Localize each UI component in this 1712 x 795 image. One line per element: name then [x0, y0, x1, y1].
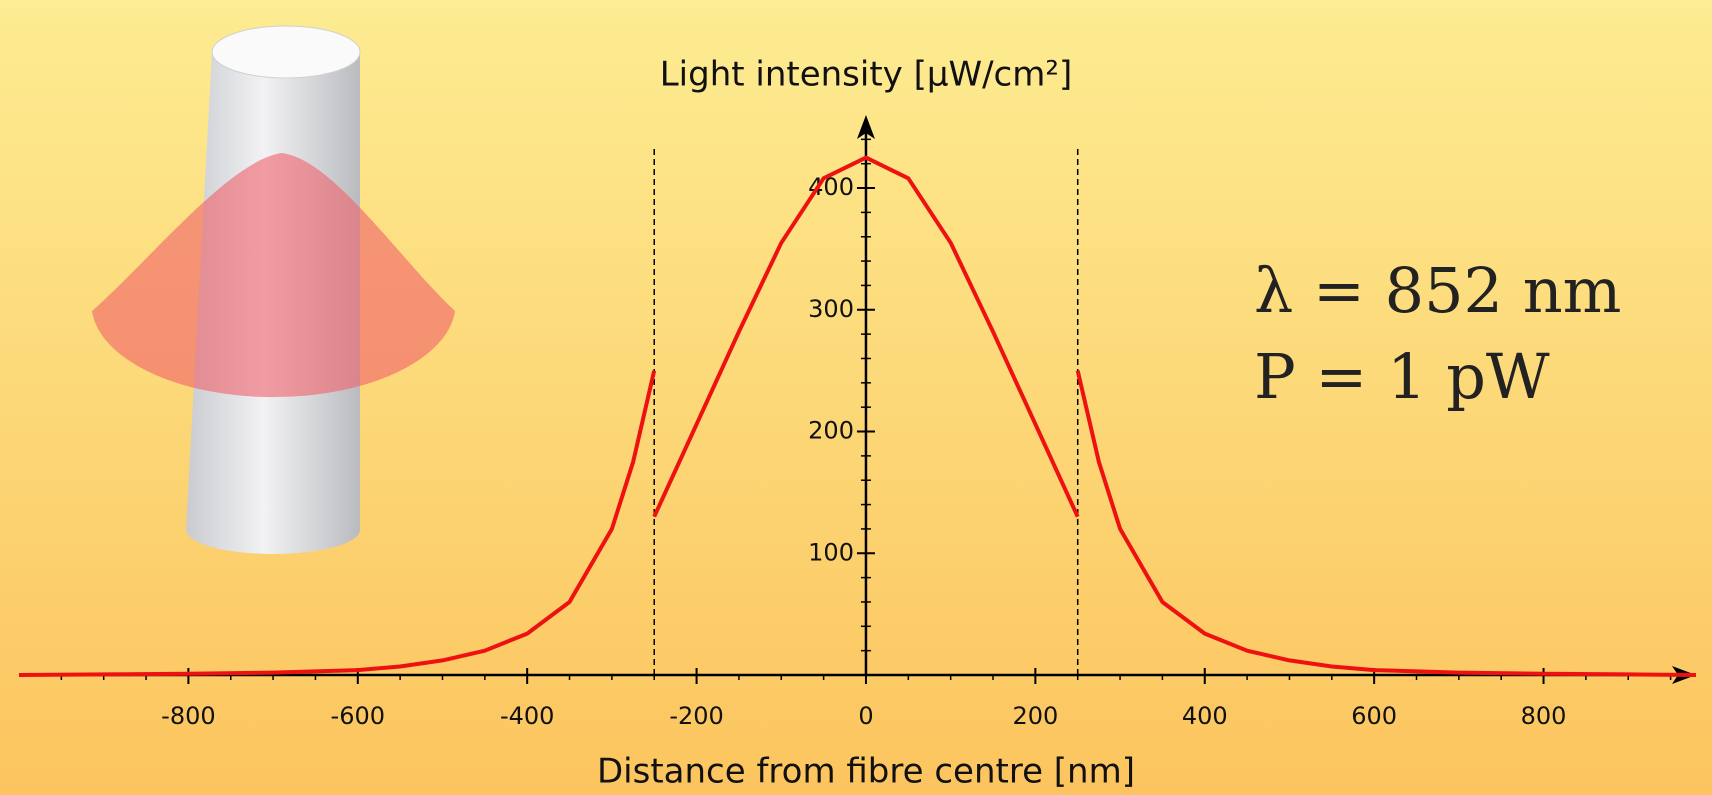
- x-tick-label: 200: [1012, 702, 1058, 730]
- y-tick-label: 200: [808, 417, 854, 445]
- fibre-top: [211, 25, 361, 79]
- x-tick-label: -800: [161, 702, 215, 730]
- plot-area: -800 -600 -400 -200 0 200 400 600 800 100 200 300 40…: [18, 115, 1697, 730]
- x-tick-label: -200: [669, 702, 723, 730]
- power-annotation: P = 1 pW: [1254, 340, 1550, 413]
- y-tick-label: 400: [808, 173, 854, 201]
- y-tick-label: 300: [808, 295, 854, 323]
- y-tick-label: 100: [808, 538, 854, 566]
- y-axis-title: Light intensity [µW/cm²]: [660, 55, 1073, 95]
- fibre-illustration: [92, 25, 455, 554]
- x-tick-label: 400: [1182, 702, 1228, 730]
- x-tick-label: -400: [500, 702, 554, 730]
- y-axis-arrow: [856, 115, 875, 139]
- field-cone: [92, 153, 455, 398]
- x-tick-label: 800: [1521, 702, 1567, 730]
- x-tick-label: 600: [1351, 702, 1397, 730]
- x-axis-title: Distance from fibre centre [nm]: [597, 752, 1135, 792]
- intensity-curve: [18, 155, 1697, 677]
- x-tick-label: 0: [858, 702, 873, 730]
- wavelength-annotation: λ = 852 nm: [1254, 254, 1621, 327]
- x-tick-label: -600: [331, 702, 385, 730]
